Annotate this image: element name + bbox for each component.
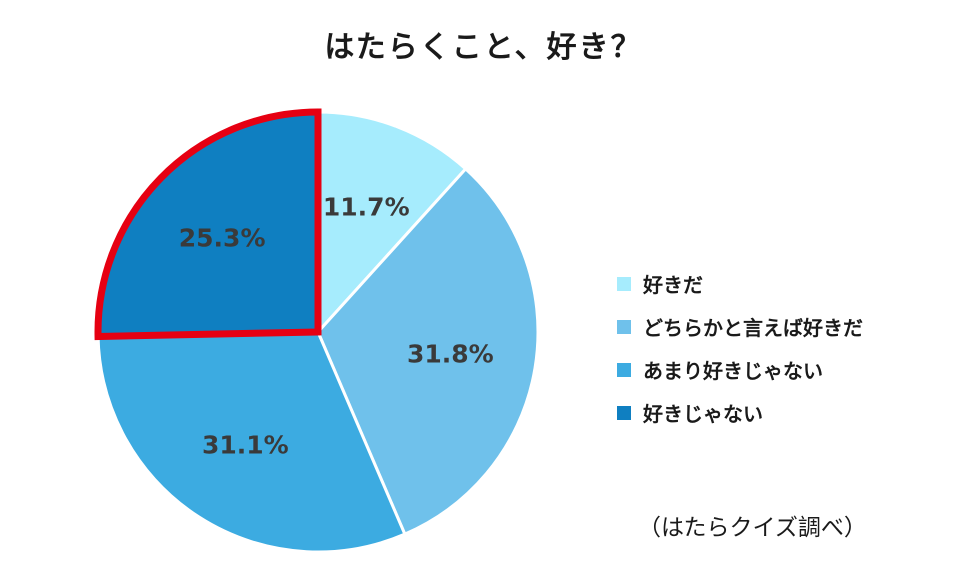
chart-title: はたらくこと、好き？ [324,30,643,65]
data-label: 31.8% [407,340,494,369]
legend-swatch [617,319,631,334]
pie-slice [96,330,407,554]
data-label: 31.1% [202,430,289,459]
legend-label: 好きじゃない [643,402,763,426]
slice-labels: 11.7% 31.8% 31.1% 25.3% [179,192,494,459]
data-label: 11.7% [323,192,410,221]
legend-item: どちらかと言えば好きだ [617,305,863,348]
pie-slice [316,110,468,336]
legend-item: あまり好きじゃない [617,348,863,391]
source-note: （はたらクイズ調べ） [638,515,867,541]
legend-item: 好きじゃない [617,391,863,434]
highlight-border [94,108,322,341]
legend-label: どちらかと言えば好きだ [643,316,863,340]
highlight-outline [94,108,322,341]
legend-label: 好きだ [643,273,703,297]
legend-swatch [617,405,631,420]
legend-item: 好きだ [617,262,863,305]
legend-label: あまり好きじゃない [643,359,823,383]
legend: 好きだ どちらかと言えば好きだ あまり好きじゃない 好きじゃない [617,262,863,434]
legend-swatch [617,362,631,377]
legend-swatch [617,276,631,291]
data-label: 25.3% [179,224,266,253]
pie-slice [316,166,540,537]
